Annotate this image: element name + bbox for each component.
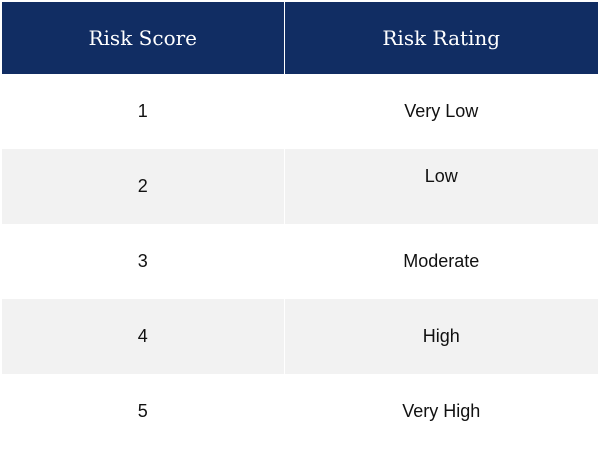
- table-row: 5 Very High: [2, 374, 598, 449]
- header-row: Risk Score Risk Rating: [2, 2, 598, 74]
- header-risk-score: Risk Score: [2, 2, 284, 74]
- table-row: 1 Very Low: [2, 74, 598, 149]
- risk-rating-cell: Low: [283, 149, 598, 224]
- table-body: 1 Very Low 2 Low 3 Moderate 4 High 5 Ver…: [2, 74, 598, 449]
- risk-rating-cell: Very Low: [283, 74, 598, 149]
- table-row: 4 High: [2, 299, 598, 374]
- risk-score-cell: 1: [2, 74, 284, 149]
- risk-score-cell: 5: [2, 374, 284, 449]
- table-row: 2 Low: [2, 149, 598, 224]
- risk-rating-cell: Moderate: [283, 224, 598, 299]
- risk-score-cell: 4: [2, 299, 284, 374]
- risk-rating-cell: Very High: [283, 374, 598, 449]
- risk-score-cell: 2: [2, 149, 284, 224]
- risk-score-cell: 3: [2, 224, 284, 299]
- risk-rating-cell: High: [283, 299, 598, 374]
- risk-table: Risk Score Risk Rating 1 Very Low 2 Low …: [2, 2, 598, 449]
- table-row: 3 Moderate: [2, 224, 598, 299]
- header-risk-rating: Risk Rating: [283, 2, 598, 74]
- table-header: Risk Score Risk Rating: [2, 2, 598, 74]
